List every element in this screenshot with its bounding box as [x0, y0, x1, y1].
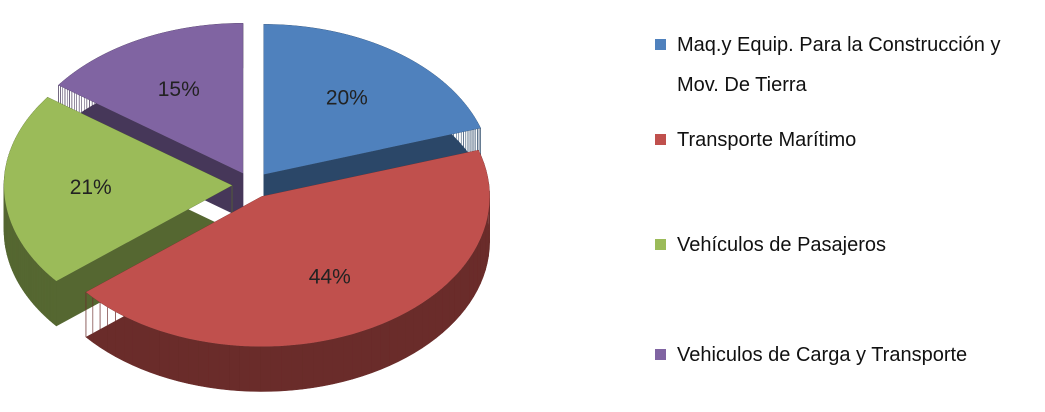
legend-label: Transporte Marítimo	[677, 129, 857, 151]
legend-item: Maq.y Equip. Para la Construcción y Mov.…	[655, 25, 1040, 105]
data-label: 15%	[158, 78, 200, 101]
data-label: 44%	[309, 266, 351, 289]
legend-swatch	[655, 239, 666, 250]
legend-label: Maq.y Equip. Para la Construcción y Mov.…	[677, 34, 1001, 96]
slice	[263, 24, 481, 175]
slice	[4, 97, 233, 282]
legend-item: Transporte Marítimo	[655, 120, 1040, 160]
data-label: 21%	[70, 176, 112, 199]
legend-label: Vehículos de Pasajeros	[677, 234, 887, 256]
legend-label: Vehiculos de Carga y Transporte	[677, 344, 968, 366]
legend-swatch	[655, 349, 666, 360]
pie-area: 15% 20% 21% 44%	[3, 23, 490, 392]
slice	[85, 150, 490, 347]
legend-swatch	[655, 39, 666, 50]
legend-item: Vehiculos de Carga y Transporte	[655, 335, 1040, 375]
legend-swatch	[655, 134, 666, 145]
data-label: 20%	[326, 87, 368, 110]
legend-item: Vehículos de Pasajeros	[655, 225, 1040, 265]
slice	[58, 23, 243, 174]
